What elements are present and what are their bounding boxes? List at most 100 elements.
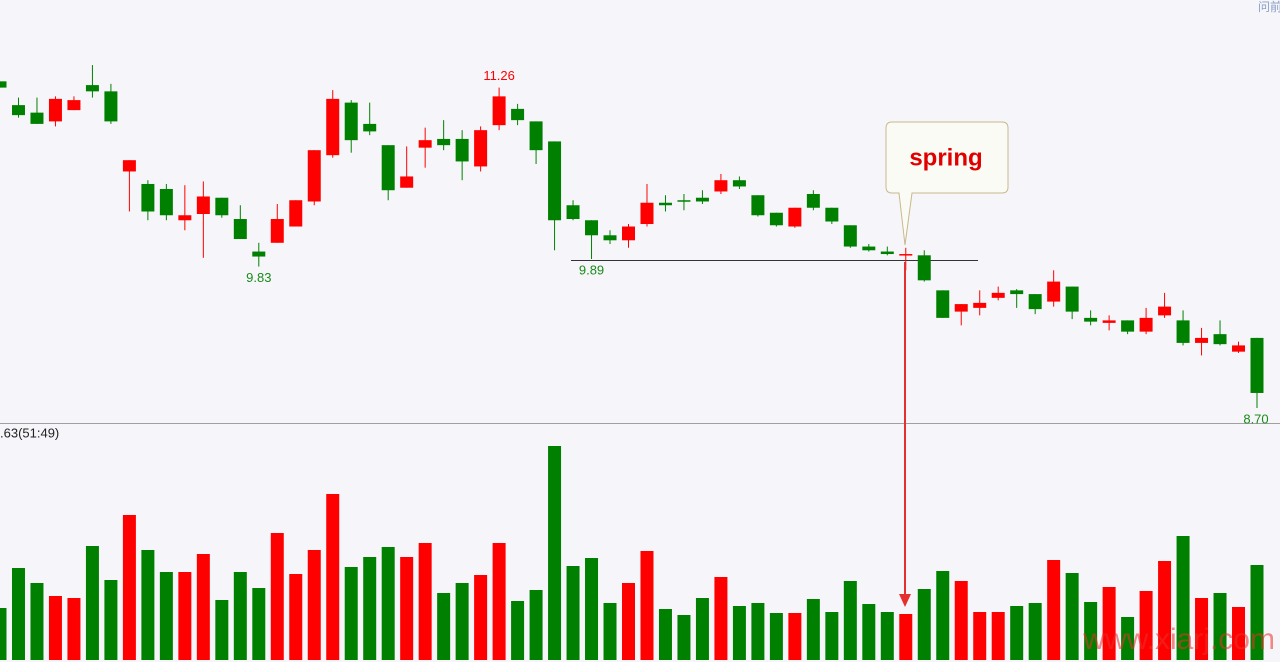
volume-bar bbox=[732, 606, 746, 660]
volume-bar bbox=[215, 600, 229, 660]
volume-bar bbox=[67, 598, 81, 660]
candle-body bbox=[381, 145, 395, 191]
volume-bar bbox=[585, 558, 599, 660]
volume-bar bbox=[973, 612, 987, 660]
candle-body bbox=[400, 176, 414, 188]
volume-bar bbox=[1065, 573, 1079, 660]
volume-bar bbox=[252, 588, 266, 660]
candle-body bbox=[1010, 290, 1024, 295]
candle-body bbox=[1139, 317, 1153, 332]
candle-body bbox=[1084, 317, 1098, 322]
candle-body bbox=[880, 251, 894, 255]
volume-bar bbox=[825, 612, 839, 660]
volume-bar bbox=[1195, 598, 1209, 660]
candle-body bbox=[1195, 337, 1209, 343]
candle-body bbox=[695, 197, 709, 202]
volume-bar bbox=[1102, 587, 1116, 660]
candle-body bbox=[1121, 320, 1135, 332]
candle-body bbox=[437, 138, 451, 146]
volume-bar bbox=[30, 583, 44, 660]
volume-bar bbox=[529, 590, 543, 660]
high-label: 11.26 bbox=[483, 68, 515, 83]
low-label: 9.89 bbox=[579, 262, 604, 277]
volume-bar bbox=[48, 596, 62, 660]
volume-bar bbox=[418, 543, 432, 660]
candle-body bbox=[714, 180, 728, 192]
volume-bar bbox=[788, 613, 802, 660]
candle-body bbox=[732, 180, 746, 187]
candle-body bbox=[548, 141, 562, 221]
candle-body bbox=[159, 188, 173, 216]
volume-bar bbox=[474, 575, 488, 660]
candle-body bbox=[233, 219, 247, 240]
candle-body bbox=[418, 140, 432, 148]
candle-body bbox=[0, 81, 7, 88]
candle-body bbox=[85, 85, 99, 92]
candle-body bbox=[991, 292, 1005, 298]
volume-bar bbox=[326, 494, 340, 660]
volume-bar bbox=[11, 568, 25, 660]
candle-body bbox=[640, 202, 654, 225]
volume-bar bbox=[991, 612, 1005, 660]
candle-body bbox=[252, 251, 266, 257]
volume-bar bbox=[1010, 606, 1024, 660]
volume-bar bbox=[899, 614, 913, 660]
candle-body bbox=[566, 205, 580, 220]
volume-bar bbox=[695, 598, 709, 660]
candle-body bbox=[1250, 337, 1264, 393]
volume-bar bbox=[1084, 602, 1098, 660]
volume-bar bbox=[603, 603, 617, 660]
volume-bar bbox=[0, 608, 7, 660]
candle-body bbox=[1232, 345, 1246, 352]
volume-bar bbox=[159, 572, 173, 660]
volume-bar bbox=[862, 604, 876, 660]
low-label: 8.70 bbox=[1243, 411, 1268, 426]
volume-bar bbox=[1139, 591, 1153, 660]
candle-body bbox=[751, 195, 765, 216]
candle-body bbox=[455, 138, 469, 162]
volume-bar bbox=[1232, 607, 1246, 660]
candle-body bbox=[825, 207, 839, 222]
volume-bar bbox=[178, 572, 192, 660]
volume-bar bbox=[677, 615, 691, 660]
arrow-head bbox=[899, 594, 911, 607]
volume-bar bbox=[141, 550, 155, 660]
volume-bar bbox=[1028, 603, 1042, 660]
volume-bar bbox=[233, 572, 247, 660]
volume-bar bbox=[85, 546, 99, 660]
volume-bar bbox=[1121, 617, 1135, 660]
candle-body bbox=[529, 121, 543, 151]
candle-body bbox=[658, 202, 672, 206]
candle-body bbox=[122, 160, 136, 172]
candle-body bbox=[806, 193, 820, 208]
volume-bar bbox=[1250, 565, 1264, 660]
indicator-label: .63(51:49) bbox=[0, 425, 59, 440]
volume-bar bbox=[714, 577, 728, 660]
volume-bar bbox=[548, 446, 562, 660]
volume-bar bbox=[344, 567, 358, 660]
candle-body bbox=[270, 219, 284, 243]
volume-bar bbox=[640, 551, 654, 660]
volume-bar bbox=[1047, 560, 1061, 660]
volume-bar bbox=[104, 580, 118, 660]
candle-body bbox=[48, 98, 62, 122]
volume-bar bbox=[289, 574, 303, 660]
volume-bar bbox=[437, 593, 451, 660]
volume-bar bbox=[381, 547, 395, 660]
corner-text: 问前 bbox=[1258, 0, 1280, 14]
candle-body bbox=[344, 102, 358, 141]
volume-bar bbox=[658, 609, 672, 660]
candle-body bbox=[585, 220, 599, 236]
candle-body bbox=[511, 108, 525, 121]
candle-body bbox=[474, 130, 488, 167]
candle-body bbox=[843, 225, 857, 247]
candle-body bbox=[1047, 281, 1061, 302]
candle-body bbox=[899, 254, 913, 256]
volume-bar bbox=[492, 543, 506, 660]
candle-body bbox=[104, 91, 118, 122]
volume-bar bbox=[455, 583, 469, 660]
candle-body bbox=[178, 215, 192, 221]
volume-bar bbox=[843, 581, 857, 660]
candle-body bbox=[326, 98, 340, 156]
